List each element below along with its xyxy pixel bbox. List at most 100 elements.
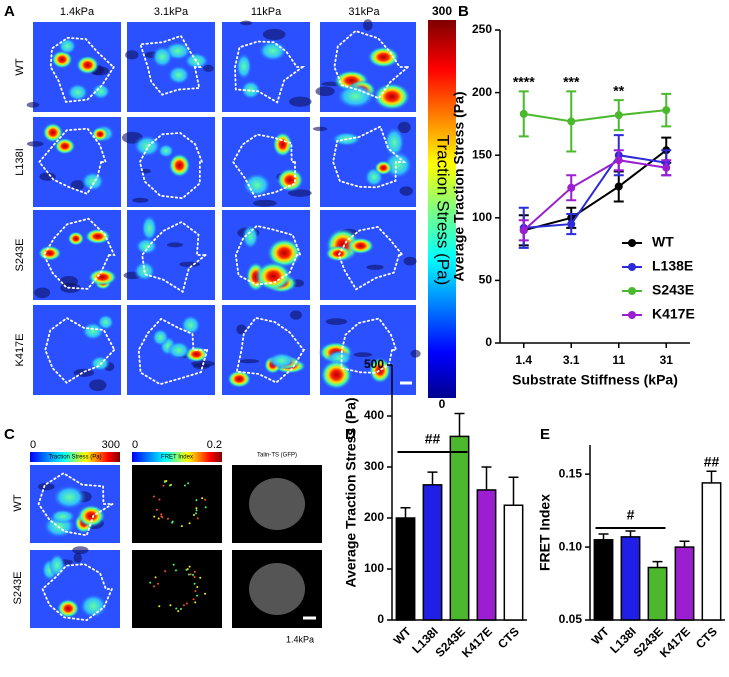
map-blob	[133, 135, 162, 158]
fret-dot	[153, 515, 156, 518]
bar	[503, 504, 524, 621]
y-tick-label: 100	[472, 210, 492, 224]
fret-dot	[193, 576, 196, 579]
fret-dot	[193, 570, 196, 573]
row-label: S243E	[12, 571, 24, 604]
map-blob	[141, 214, 158, 242]
map-shadow	[236, 324, 247, 335]
series-line	[523, 109, 667, 123]
map-blob	[372, 82, 411, 111]
panel-label: C	[4, 426, 15, 443]
fret-dot	[194, 590, 197, 593]
traction-map	[318, 305, 421, 395]
traction-map	[30, 546, 120, 628]
legend-label: WT	[652, 234, 674, 250]
legend-marker	[628, 263, 636, 271]
map-blob	[272, 131, 293, 158]
y-tick-label: 500	[364, 357, 384, 371]
cell-outline	[38, 127, 107, 195]
map-blob	[48, 553, 66, 578]
fret-dot	[177, 610, 180, 613]
x-tick-label: 3.1	[563, 353, 580, 367]
map-blob	[242, 224, 259, 250]
map-shadow	[70, 180, 85, 191]
map-blob	[49, 509, 76, 524]
colorbar-max: 300	[102, 439, 120, 451]
bar	[647, 566, 668, 621]
fret-image	[132, 550, 222, 628]
map-blob	[184, 346, 209, 363]
data-point	[662, 163, 671, 172]
traction-map	[26, 22, 121, 112]
significance-label: ##	[704, 454, 720, 470]
cell-outline	[234, 224, 302, 286]
series-line	[523, 154, 667, 229]
fret-dot	[204, 592, 207, 595]
map-blob	[276, 167, 304, 193]
error-bar	[508, 476, 519, 506]
x-tick-label: K417E	[459, 624, 495, 660]
map-blob	[52, 484, 87, 510]
traction-map	[315, 19, 416, 112]
traction-map	[222, 20, 312, 112]
fret-dot	[169, 604, 172, 607]
cell-outline	[235, 316, 306, 384]
y-axis-label: FRET Index	[537, 494, 553, 571]
map-blob	[91, 126, 109, 142]
traction-map	[123, 210, 215, 300]
map-blob	[336, 83, 376, 109]
x-tick-label: 1.4	[515, 353, 532, 367]
map-blob	[258, 40, 288, 62]
fret-dot	[168, 484, 171, 487]
bar	[395, 517, 416, 621]
map-shadow	[37, 483, 55, 491]
fret-dot	[160, 513, 163, 516]
data-point	[662, 106, 671, 115]
map-shadow	[366, 264, 384, 270]
map-shadow	[203, 64, 214, 72]
colorbar-min: 0	[132, 439, 138, 451]
map-blob	[240, 80, 261, 100]
legend-label: S243E	[652, 282, 694, 298]
error-bar	[679, 540, 690, 548]
fret-dot	[179, 607, 182, 610]
fret-dot	[185, 602, 188, 605]
error-bar	[598, 533, 609, 540]
traction-map	[26, 117, 121, 207]
map-blob	[346, 237, 375, 255]
fret-dot	[158, 498, 161, 501]
y-tick-label: 0.15	[559, 466, 583, 480]
cell-outline	[37, 472, 116, 537]
map-shadow	[26, 141, 44, 147]
colorbar	[132, 452, 222, 462]
cell-outline	[232, 133, 296, 198]
data-point	[519, 109, 528, 118]
cell-outline	[234, 40, 306, 104]
fret-dot	[154, 576, 157, 579]
map-blob	[320, 359, 353, 390]
fret-dot	[155, 508, 158, 511]
fret-dot	[163, 480, 166, 483]
fret-dot	[157, 582, 160, 585]
panel-label: A	[4, 3, 15, 20]
bar	[476, 489, 497, 621]
x-tick-label: 31	[660, 353, 674, 367]
y-tick-label: 0	[485, 335, 492, 349]
series-line	[523, 159, 667, 232]
fret-dot	[195, 512, 198, 515]
x-tick-label: CTS	[693, 624, 720, 651]
map-blob	[151, 328, 169, 347]
fret-dot	[149, 581, 152, 584]
legend-marker	[628, 239, 636, 247]
cell-outline	[139, 34, 202, 96]
map-blob	[58, 37, 77, 55]
map-blob	[42, 122, 64, 143]
fret-dot	[189, 573, 192, 576]
y-tick-label: 300	[364, 459, 384, 473]
traction-map	[30, 465, 120, 543]
significance-label: ##	[425, 431, 441, 447]
error-bar	[706, 470, 717, 483]
fret-dot	[185, 568, 188, 571]
legend-label: K417E	[652, 306, 695, 322]
fret-dot	[160, 515, 163, 518]
